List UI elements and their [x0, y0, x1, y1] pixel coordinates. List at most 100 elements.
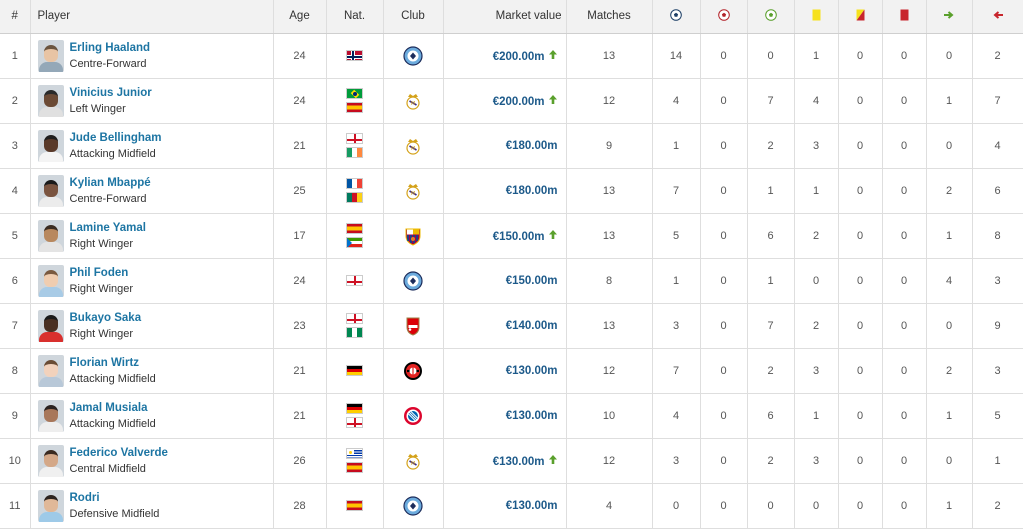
stat-assists: 7 — [747, 78, 795, 124]
market-value-link[interactable]: €130.00m — [505, 409, 558, 422]
flag-equatorial-guinea-icon — [346, 237, 363, 248]
player-position: Right Winger — [69, 237, 134, 250]
player-position: Left Winger — [69, 102, 126, 115]
avatar[interactable] — [37, 444, 64, 477]
player-name-link[interactable]: Jamal Musiala — [69, 401, 148, 414]
player-name-link[interactable]: Florian Wirtz — [69, 356, 140, 369]
avatar[interactable] — [37, 39, 64, 72]
club-real-madrid-icon[interactable]: M — [403, 91, 423, 111]
avatar[interactable] — [37, 489, 64, 522]
avatar[interactable] — [37, 264, 64, 297]
flag-ireland-icon — [346, 147, 363, 158]
market-value-link[interactable]: €130.00m — [492, 455, 545, 468]
stat-red-card: 0 — [882, 213, 927, 259]
col-nat[interactable]: Nat. — [326, 0, 384, 34]
nationality-cell — [326, 303, 384, 349]
club-manchester-city-icon[interactable] — [403, 495, 423, 516]
market-value-link[interactable]: €180.00m — [505, 184, 558, 197]
flag-uruguay-icon — [346, 448, 363, 459]
player-name-link[interactable]: Vinicius Junior — [69, 86, 152, 99]
player-age: 17 — [273, 213, 327, 259]
col-own-goals[interactable] — [700, 0, 748, 34]
club-bayern-icon[interactable] — [403, 406, 423, 426]
player-name-link[interactable]: Erling Haaland — [69, 41, 151, 54]
sub-in-icon — [944, 10, 954, 19]
avatar[interactable] — [37, 354, 64, 387]
stat-sub-out: 5 — [972, 393, 1023, 439]
club-real-madrid-icon[interactable]: M — [403, 181, 423, 201]
club-real-madrid-icon[interactable]: M — [403, 136, 423, 156]
player-age: 24 — [273, 258, 327, 304]
avatar[interactable] — [37, 174, 64, 207]
flag-nigeria-icon — [346, 327, 363, 338]
player-cell: Bukayo Saka Right Winger — [30, 303, 274, 349]
avatar[interactable] — [37, 309, 64, 342]
col-matches[interactable]: Matches — [566, 0, 653, 34]
col-club[interactable]: Club — [383, 0, 444, 34]
col-age[interactable]: Age — [273, 0, 327, 34]
row-index: 2 — [0, 78, 31, 124]
col-goals[interactable] — [652, 0, 701, 34]
club-real-madrid-icon[interactable]: M — [403, 451, 423, 471]
stat-assists: 6 — [747, 393, 795, 439]
row-index: 3 — [0, 123, 31, 169]
row-index: 8 — [0, 348, 31, 394]
player-name-link[interactable]: Federico Valverde — [69, 446, 168, 459]
player-name-link[interactable]: Phil Foden — [69, 266, 129, 279]
flag-england-icon — [346, 313, 363, 324]
col-player[interactable]: Player — [30, 0, 274, 34]
col-index[interactable]: # — [0, 0, 31, 34]
club-arsenal-icon[interactable] — [403, 316, 423, 336]
player-name-link[interactable]: Bukayo Saka — [69, 311, 142, 324]
row-index: 1 — [0, 33, 31, 79]
flag-spain-icon — [346, 500, 363, 511]
club-manchester-city-icon[interactable] — [403, 270, 423, 291]
col-assists[interactable] — [747, 0, 795, 34]
col-red[interactable] — [882, 0, 927, 34]
stat-red-card: 0 — [882, 123, 927, 169]
player-name-link[interactable]: Rodri — [69, 491, 100, 504]
avatar[interactable] — [37, 129, 64, 162]
col-sub-out[interactable] — [972, 0, 1023, 34]
club-cell: M — [383, 78, 444, 124]
table-row: 11 Rodri Defensive Midfield 28 €130.00m 4 0… — [0, 483, 1023, 529]
col-sub-in[interactable] — [926, 0, 973, 34]
market-value-link[interactable]: €180.00m — [505, 139, 558, 152]
market-value-cell: €130.00m — [443, 483, 567, 529]
stat-sub-in: 2 — [926, 168, 973, 214]
club-barcelona-icon[interactable] — [403, 226, 423, 246]
col-market-value[interactable]: Market value — [443, 0, 567, 34]
player-name-link[interactable]: Jude Bellingham — [69, 131, 162, 144]
avatar[interactable] — [37, 84, 64, 117]
stat-sub-in: 4 — [926, 258, 973, 304]
flag-cameroon-icon — [346, 192, 363, 203]
table-row: 10 Federico Valverde Central Midfield 26… — [0, 438, 1023, 484]
nationality-cell — [326, 393, 384, 439]
player-name-link[interactable]: Lamine Yamal — [69, 221, 147, 234]
flag-germany-icon — [346, 403, 363, 414]
second-yellow-icon — [856, 9, 864, 21]
market-value-link[interactable]: €200.00m — [492, 50, 545, 63]
matches-count: 9 — [566, 123, 653, 169]
avatar[interactable] — [37, 399, 64, 432]
player-name-link[interactable]: Kylian Mbappé — [69, 176, 151, 189]
col-yellow[interactable] — [794, 0, 839, 34]
svg-text:M: M — [411, 191, 415, 197]
club-leverkusen-icon[interactable] — [403, 361, 423, 381]
stat-goals: 4 — [652, 78, 701, 124]
player-age: 23 — [273, 303, 327, 349]
flag-spain-icon — [346, 223, 363, 234]
market-value-link[interactable]: €130.00m — [505, 364, 558, 377]
stat-sub-out: 6 — [972, 168, 1023, 214]
avatar[interactable] — [37, 219, 64, 252]
col-second-yellow[interactable] — [838, 0, 883, 34]
market-value-link[interactable]: €150.00m — [492, 230, 545, 243]
market-value-link[interactable]: €140.00m — [505, 319, 558, 332]
stat-own-goals: 0 — [700, 213, 748, 259]
club-manchester-city-icon[interactable] — [403, 45, 423, 66]
market-value-link[interactable]: €150.00m — [505, 274, 558, 287]
stat-sub-out: 9 — [972, 303, 1023, 349]
market-value-link[interactable]: €200.00m — [492, 95, 545, 108]
market-value-link[interactable]: €130.00m — [505, 499, 558, 512]
player-cell: Erling Haaland Centre-Forward — [30, 33, 274, 79]
